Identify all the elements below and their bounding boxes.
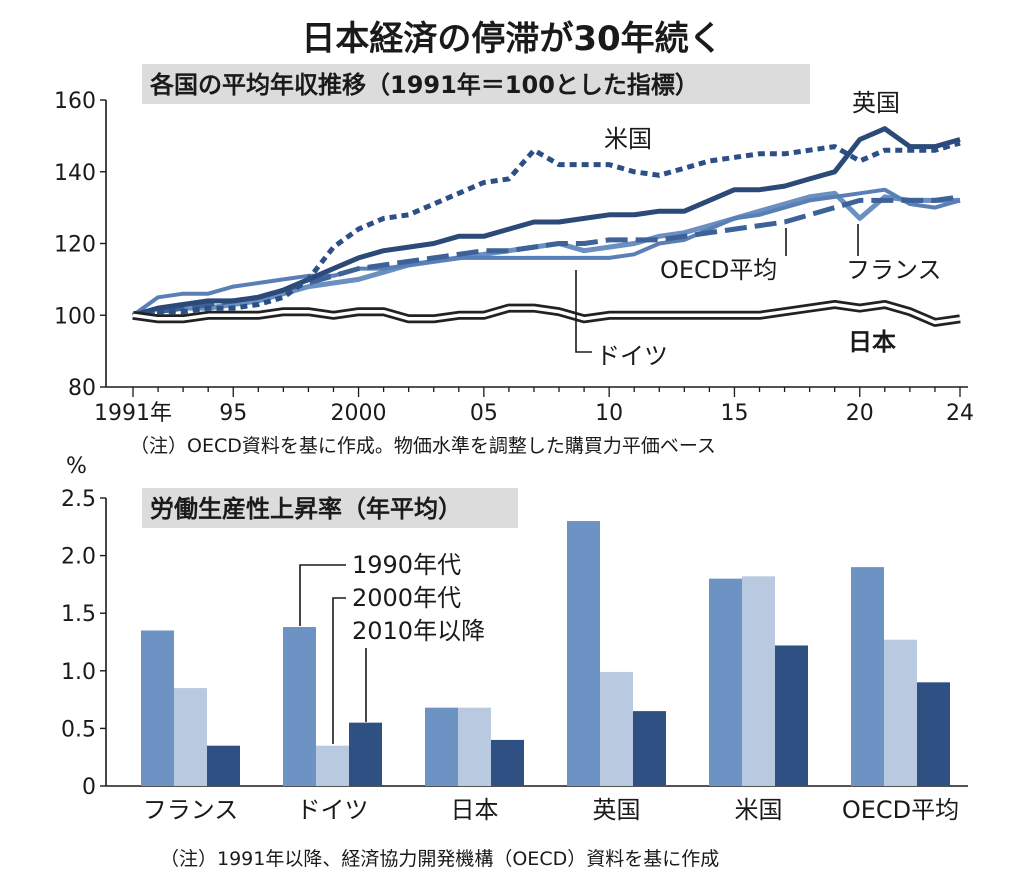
bar-chart-title: 労働生産性上昇率（年平均） bbox=[150, 495, 462, 523]
bar-category-label: 米国 bbox=[735, 796, 783, 824]
x-tick-label: 20 bbox=[846, 401, 874, 426]
bar-2-1 bbox=[458, 707, 491, 786]
legend-2000s: 2000年代 bbox=[352, 584, 461, 612]
x-tick-label: 15 bbox=[720, 401, 748, 426]
bar-0-2 bbox=[207, 745, 240, 786]
label-oecd: OECD平均 bbox=[660, 256, 777, 284]
x-tick-label: 10 bbox=[595, 401, 623, 426]
bar-y-tick-label: 0.5 bbox=[61, 717, 96, 742]
leader-2000s bbox=[332, 597, 346, 744]
bar-chart: % 労働生産性上昇率（年平均） 2.5 2.0 1.5 1.0 0.5 0 フランス ドイツ… bbox=[61, 454, 968, 870]
bar-4-0 bbox=[709, 578, 742, 786]
line-chart-axes bbox=[105, 100, 968, 388]
series-japan-inner bbox=[132, 302, 961, 325]
bar-chart-axes bbox=[105, 498, 968, 787]
bar-category-label: 日本 bbox=[451, 796, 499, 824]
line-chart: 各国の平均年収推移（1991年＝100とした指標） 160 140 120 100 80… bbox=[54, 64, 974, 457]
leader-1990s bbox=[299, 564, 346, 626]
bar-1-0 bbox=[283, 627, 316, 786]
bar-chart-note: （注）1991年以降、経済協力開発機構（OECD）資料を基に作成 bbox=[160, 848, 719, 870]
bar-y-tick-label: 2.0 bbox=[61, 545, 96, 570]
y-tick-label: 100 bbox=[54, 304, 96, 329]
label-japan: 日本 bbox=[848, 328, 896, 356]
bar-0-1 bbox=[174, 688, 207, 786]
bar-0-0 bbox=[141, 630, 174, 786]
bar-category-label: フランス bbox=[143, 796, 239, 824]
x-tick-label: 05 bbox=[470, 401, 498, 426]
bar-category-label: ドイツ bbox=[297, 796, 369, 824]
bar-y-tick-label: 0 bbox=[82, 775, 96, 800]
bar-1-1 bbox=[316, 745, 349, 786]
bar-chart-unit: % bbox=[66, 454, 87, 479]
bar-3-1 bbox=[600, 671, 633, 786]
bar-category-label: 英国 bbox=[593, 796, 641, 824]
line-chart-y-ticks: 160 140 120 100 80 bbox=[54, 89, 106, 401]
bar-4-1 bbox=[742, 576, 775, 786]
bar-3-2 bbox=[633, 711, 666, 786]
series-uk bbox=[132, 126, 961, 318]
label-uk: 英国 bbox=[852, 89, 900, 117]
y-tick-label: 120 bbox=[54, 233, 96, 258]
bar-chart-bars bbox=[141, 521, 950, 786]
line-chart-title-bg bbox=[142, 64, 810, 104]
y-tick-label: 80 bbox=[68, 376, 96, 401]
x-tick-label: 2000 bbox=[331, 401, 387, 426]
series-germany bbox=[131, 187, 961, 317]
bar-5-0 bbox=[851, 567, 884, 786]
bar-2-2 bbox=[491, 739, 524, 786]
label-germany: ドイツ bbox=[596, 342, 668, 370]
y-tick-label: 160 bbox=[54, 89, 96, 114]
bar-5-1 bbox=[884, 639, 917, 786]
bar-1-2 bbox=[349, 722, 382, 786]
bar-y-tick-label: 1.0 bbox=[61, 660, 96, 685]
bar-chart-title-bg bbox=[142, 488, 518, 528]
x-tick-label: 95 bbox=[219, 401, 247, 426]
label-us: 米国 bbox=[604, 125, 652, 153]
bar-2-0 bbox=[425, 707, 458, 786]
line-chart-note: （注）OECD資料を基に作成。物価水準を調整した購買力平価ベース bbox=[130, 435, 716, 457]
x-tick-label: 1991年 bbox=[94, 401, 172, 426]
bar-category-label: OECD平均 bbox=[842, 796, 959, 824]
bar-y-tick-label: 1.5 bbox=[61, 602, 96, 627]
bar-5-2 bbox=[917, 682, 950, 786]
line-chart-title: 各国の平均年収推移（1991年＝100とした指標） bbox=[149, 71, 699, 99]
bar-4-2 bbox=[775, 645, 808, 786]
bar-3-0 bbox=[567, 521, 600, 786]
bar-y-tick-label: 2.5 bbox=[61, 487, 96, 512]
y-tick-label: 140 bbox=[54, 161, 96, 186]
x-tick-label: 24 bbox=[946, 401, 974, 426]
legend-1990s: 1990年代 bbox=[352, 551, 461, 579]
line-chart-x-ticks: 1991年 95 2000 05 10 15 20 24 bbox=[94, 387, 974, 426]
bar-chart-y-ticks: 2.5 2.0 1.5 1.0 0.5 0 bbox=[61, 487, 106, 800]
legend-2010s: 2010年以降 bbox=[352, 617, 485, 645]
series-us bbox=[132, 140, 961, 318]
line-chart-series bbox=[131, 126, 961, 327]
bar-chart-x-labels: フランス ドイツ 日本 英国 米国 OECD平均 bbox=[143, 796, 959, 824]
leader-germany bbox=[575, 270, 592, 353]
label-france: フランス bbox=[846, 256, 942, 284]
leader-lines bbox=[575, 224, 859, 353]
main-title: 日本経済の停滞が30年続く bbox=[301, 19, 722, 59]
legend-leaders bbox=[299, 564, 367, 744]
